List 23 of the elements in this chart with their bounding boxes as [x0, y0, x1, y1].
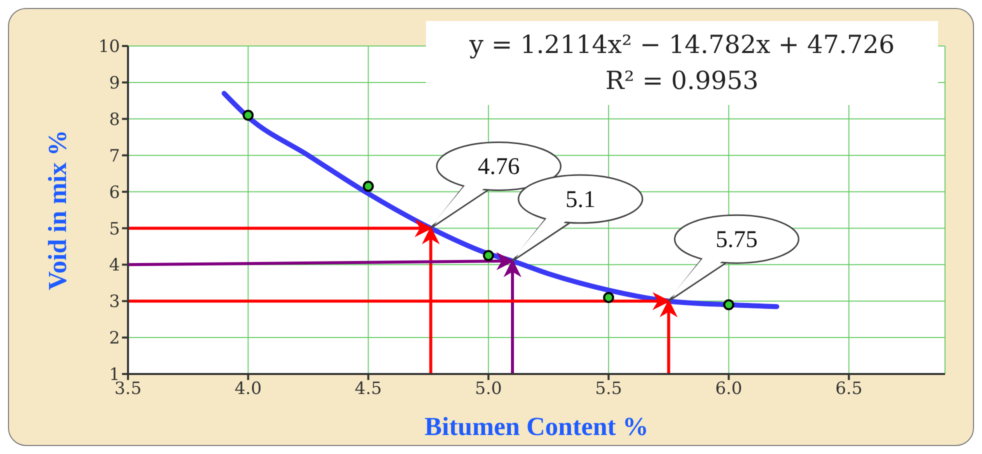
y-tick-label: 3 — [109, 292, 120, 312]
y-tick-label: 5 — [109, 219, 120, 240]
y-tick-label: 9 — [109, 73, 120, 94]
x-tick-label: 6.5 — [835, 379, 862, 400]
text-box: y = 1.2114x² − 14.782x + 47.726 R² = 0.9953 — [426, 21, 938, 105]
x-tick-label: 3.5 — [114, 379, 142, 400]
y-tick-label: 8 — [109, 110, 120, 130]
x-tick-label: 5.0 — [474, 379, 502, 400]
y-tick-label: 7 — [109, 146, 120, 166]
x-tick-label: 4.0 — [234, 379, 262, 400]
y-axis-title: Void in mix % — [43, 130, 72, 290]
annotation: 5.75 — [716, 227, 758, 254]
annotation: 5.1 — [565, 187, 596, 214]
x-tick-label: 5.5 — [595, 379, 622, 400]
y-tick-label: 10 — [98, 37, 120, 58]
x-tick-label: 4.5 — [354, 379, 382, 400]
y-tick-label: 2 — [109, 328, 120, 349]
annotation: y = 1.2114x² − 14.782x + 47.726 — [468, 29, 896, 61]
annotation: R² = 0.9953 — [604, 65, 760, 97]
x-tick-label: 6.0 — [715, 379, 742, 400]
x-axis-title: Bitumen Content % — [424, 412, 648, 441]
y-tick-label: 6 — [109, 182, 120, 203]
y-tick-label: 4 — [109, 256, 120, 276]
